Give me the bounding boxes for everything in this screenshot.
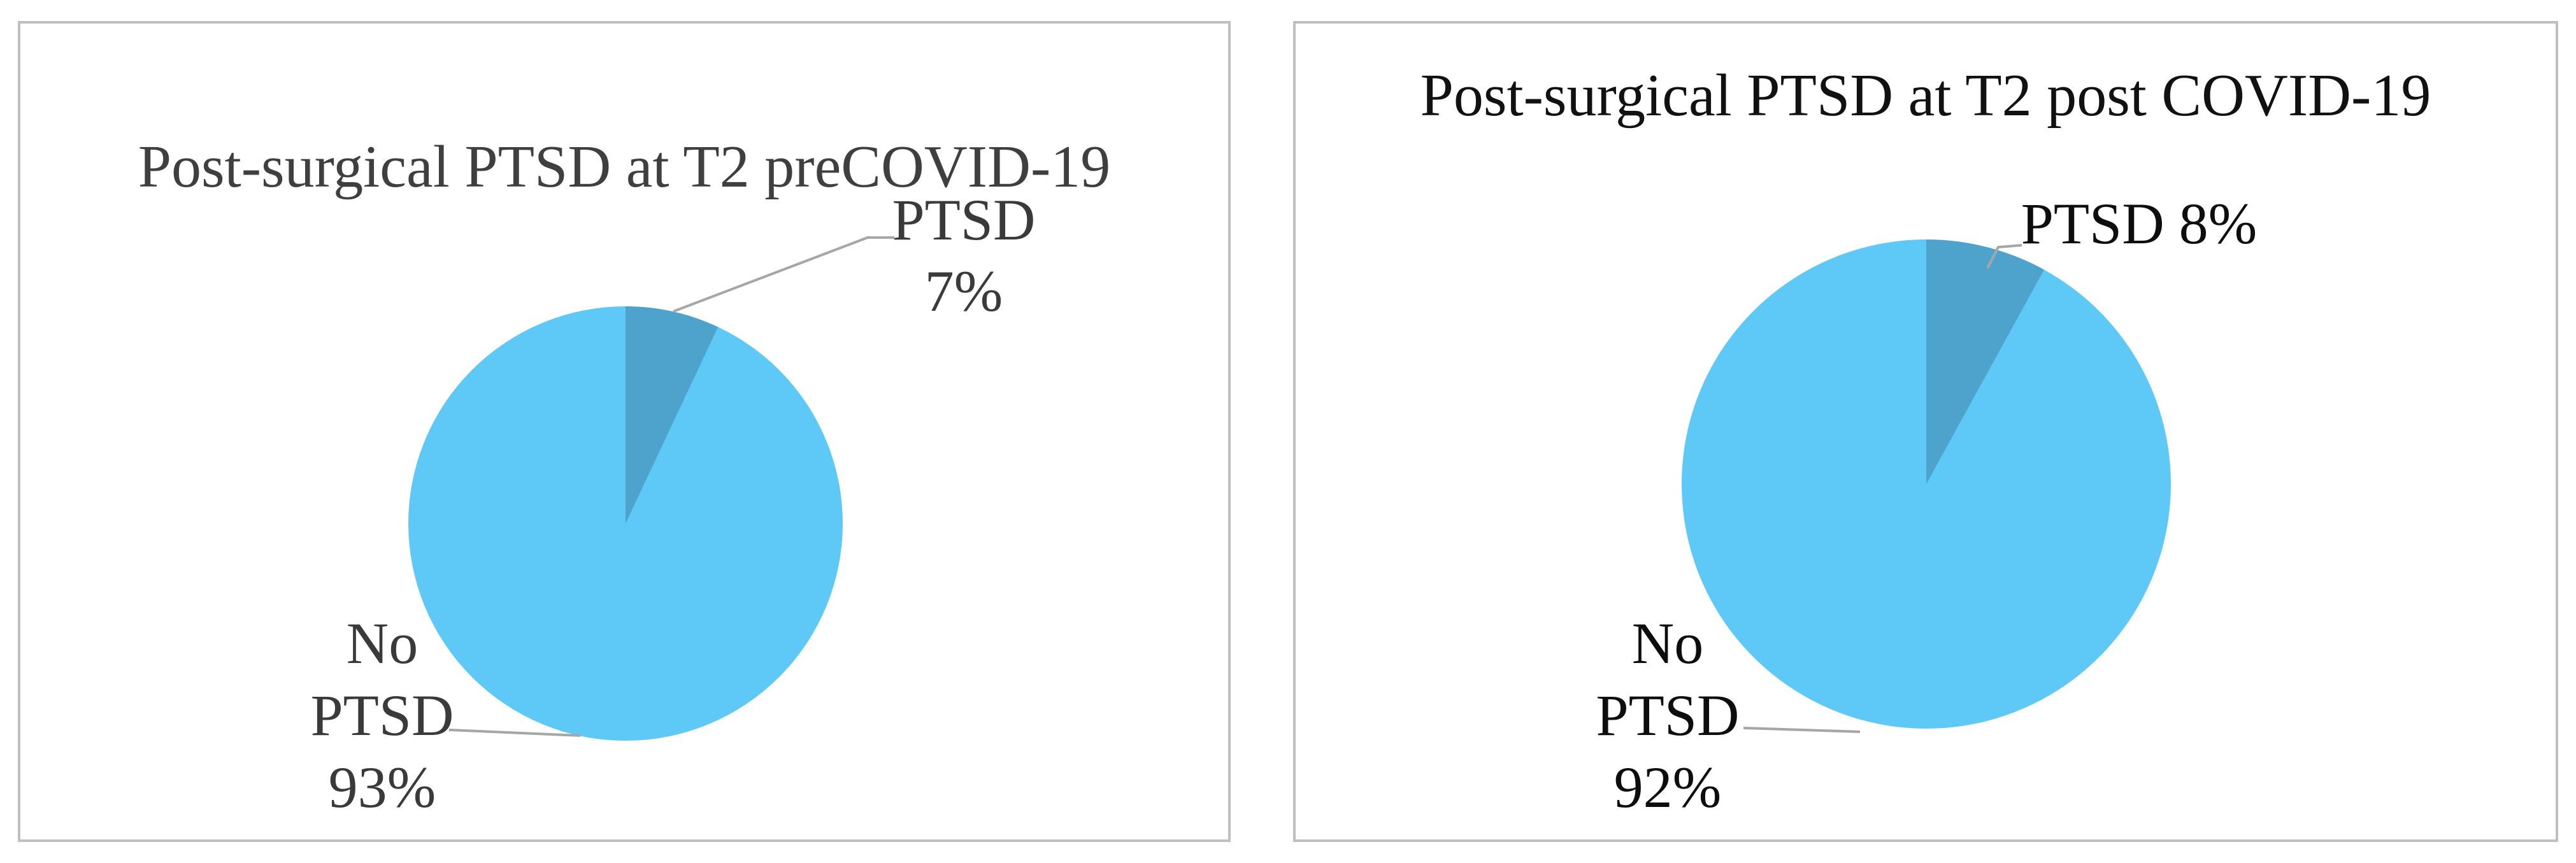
chart-title-postcovid: Post-surgical PTSD at T2 post COVID-19 <box>1420 62 2431 129</box>
leader-line-ptsd <box>673 236 894 313</box>
no-ptsd-slice-label-value: 93% <box>328 755 436 820</box>
ptsd-slice-label-text: PTSD 8% <box>2021 191 2258 256</box>
pie-chart-precovid <box>408 236 894 741</box>
leader-line-no-ptsd <box>448 729 581 737</box>
chart-title-precovid: Post-surgical PTSD at T2 preCOVID-19 <box>138 134 1111 200</box>
no-ptsd-slice-label-line2: PTSD <box>1596 683 1740 748</box>
pie-chart-postcovid <box>1682 239 2171 733</box>
chart-area-precovid: Post-surgical PTSD at T2 preCOVID-19 PTS… <box>20 24 1228 839</box>
ptsd-slice-label: PTSD 8% <box>1948 192 2330 255</box>
ptsd-slice-label: PTSD 7% <box>773 184 1155 327</box>
chart-panel-precovid: Post-surgical PTSD at T2 preCOVID-19 PTS… <box>18 21 1231 842</box>
ptsd-slice-label-value: 7% <box>924 259 1003 324</box>
no-ptsd-slice-label: No PTSD 92% <box>1477 608 1859 824</box>
no-ptsd-slice-label-value: 92% <box>1614 755 1722 820</box>
chart-panel-postcovid: Post-surgical PTSD at T2 post COVID-19 P… <box>1293 21 2558 842</box>
leader-line-ptsd <box>1986 244 2022 269</box>
leader-line-no-ptsd <box>1743 727 1861 733</box>
chart-area-postcovid: Post-surgical PTSD at T2 post COVID-19 P… <box>1296 24 2556 839</box>
no-ptsd-slice-label-line2: PTSD <box>310 683 454 748</box>
no-ptsd-slice-label-line1: No <box>346 611 419 676</box>
no-ptsd-slice-label: No PTSD 93% <box>191 608 573 824</box>
pie-slice-ptsd <box>1926 239 2044 484</box>
no-ptsd-slice-label-line1: No <box>1631 611 1704 676</box>
pie-slice-ptsd <box>626 306 719 524</box>
ptsd-slice-label-name: PTSD <box>892 187 1036 252</box>
